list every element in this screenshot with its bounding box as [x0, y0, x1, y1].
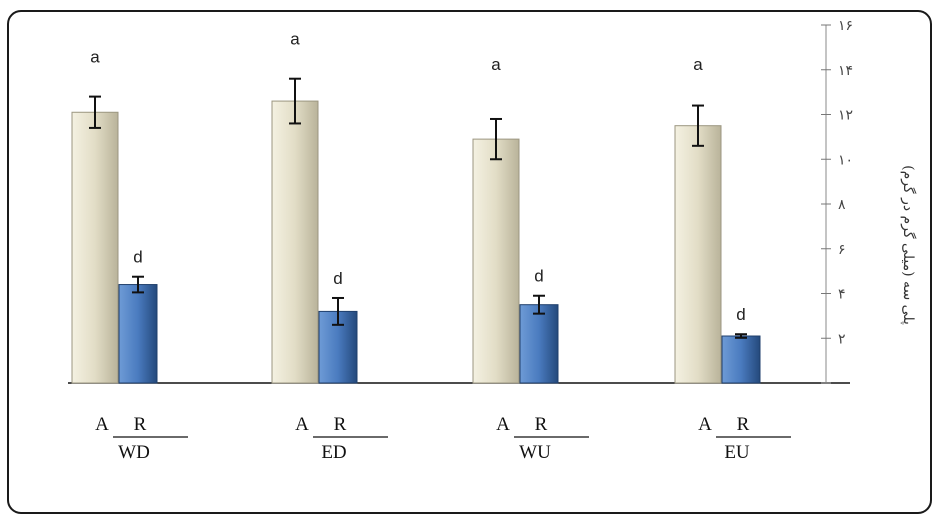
- bar-A-EU: [674, 125, 722, 384]
- significance-label: a: [290, 30, 300, 49]
- y-axis-label: (پلی سه (میلی گرم در گرم: [900, 165, 917, 325]
- category-label: ED: [321, 442, 346, 463]
- subgroup-label-R: R: [334, 414, 347, 435]
- subgroup-label-A: A: [496, 414, 510, 435]
- significance-label: a: [90, 48, 100, 67]
- bar-A-WD: [71, 111, 119, 384]
- bar-R-EU: [721, 335, 761, 384]
- category-label: WU: [519, 442, 551, 463]
- significance-label: d: [534, 267, 543, 286]
- subgroup-label-A: A: [698, 414, 712, 435]
- significance-label: d: [133, 248, 142, 267]
- y-tick-label: ۱۴: [838, 63, 853, 79]
- significance-label: a: [491, 55, 501, 74]
- category-label: EU: [724, 442, 750, 463]
- y-tick-label: ۶: [838, 242, 846, 258]
- bar-A-ED: [271, 100, 319, 384]
- significance-label: d: [736, 305, 745, 324]
- bar-A-WU: [472, 138, 520, 384]
- chart-frame: [7, 10, 932, 514]
- bar-R-WU: [519, 304, 559, 384]
- y-tick-label: ۱۶: [838, 18, 853, 34]
- bar-R-WD: [118, 284, 158, 384]
- significance-label: d: [333, 269, 342, 288]
- y-tick-label: ۸: [838, 197, 846, 213]
- y-tick-label: ۱۲: [838, 108, 853, 124]
- category-label: WD: [118, 442, 150, 463]
- subgroup-label-A: A: [295, 414, 309, 435]
- significance-label: a: [693, 55, 703, 74]
- y-tick-label: ۴: [838, 287, 846, 303]
- subgroup-label-A: A: [95, 414, 109, 435]
- y-tick-label: ۱۰: [838, 152, 853, 168]
- y-tick-label: ۲: [838, 331, 846, 347]
- subgroup-label-R: R: [535, 414, 548, 435]
- subgroup-label-R: R: [737, 414, 750, 435]
- subgroup-label-R: R: [134, 414, 147, 435]
